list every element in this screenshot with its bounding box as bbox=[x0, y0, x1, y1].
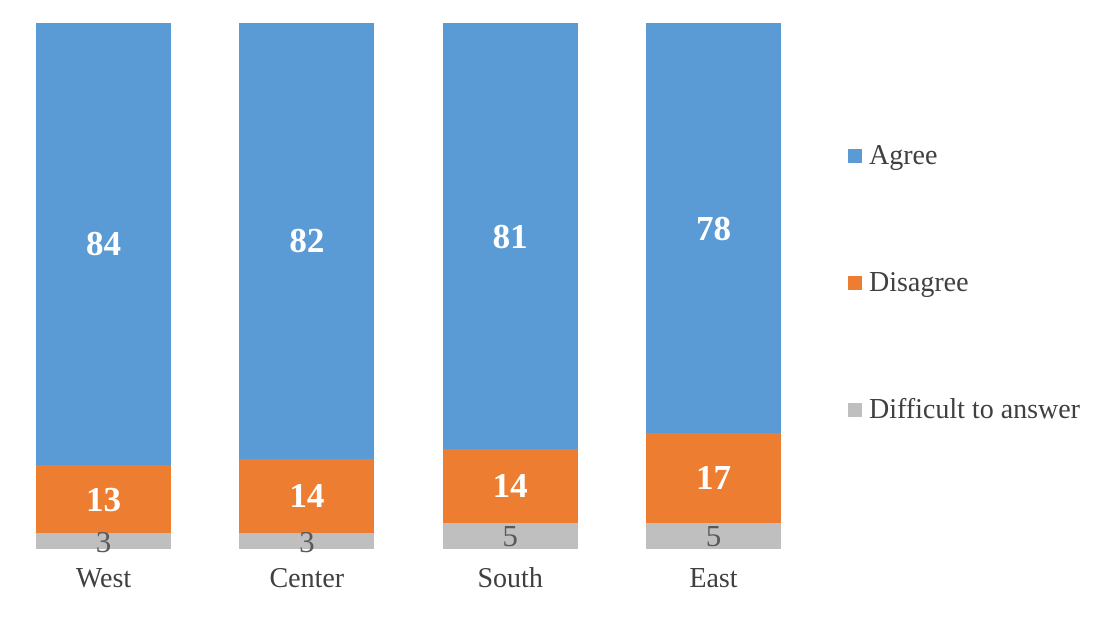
legend-swatch-agree-icon bbox=[848, 149, 862, 163]
legend-swatch-disagree-icon bbox=[848, 276, 862, 290]
segment-south-difficult: 5 bbox=[442, 518, 578, 554]
legend-item-disagree: Disagree bbox=[848, 267, 1080, 298]
category-label-east: East bbox=[689, 563, 738, 594]
value-label: 17 bbox=[695, 458, 731, 498]
value-label: 3 bbox=[95, 523, 112, 559]
bar-east: 78 17 5 bbox=[645, 23, 781, 554]
segment-center-agree: 82 bbox=[239, 23, 375, 459]
bar-south: 81 14 5 bbox=[442, 23, 578, 554]
value-label: 13 bbox=[86, 479, 121, 519]
category-axis: West Center South East bbox=[36, 563, 781, 595]
legend-label-difficult: Difficult to answer bbox=[869, 394, 1080, 425]
value-label: 5 bbox=[705, 518, 722, 554]
category-label-center: Center bbox=[269, 563, 345, 594]
segment-west-agree: 84 bbox=[36, 23, 171, 465]
value-label: 3 bbox=[299, 523, 315, 559]
segment-east-disagree: 17 bbox=[645, 433, 781, 523]
value-label: 81 bbox=[492, 216, 528, 256]
legend-swatch-difficult-icon bbox=[848, 403, 862, 417]
plot-area: 84 13 3 82 14 3 81 14 bbox=[36, 23, 781, 557]
value-label: 14 bbox=[492, 466, 528, 506]
legend: Agree Disagree Difficult to answer bbox=[848, 140, 1080, 425]
legend-label-disagree: Disagree bbox=[869, 267, 969, 298]
value-label: 82 bbox=[289, 221, 325, 261]
segment-east-difficult: 5 bbox=[645, 518, 781, 554]
legend-item-agree: Agree bbox=[848, 140, 1080, 171]
bar-west: 84 13 3 bbox=[36, 23, 171, 557]
bar-center: 82 14 3 bbox=[239, 23, 375, 557]
value-label: 14 bbox=[289, 476, 325, 516]
category-label-west: West bbox=[75, 563, 132, 594]
segment-west-difficult: 3 bbox=[36, 526, 171, 557]
category-label-south: South bbox=[477, 563, 543, 594]
value-label: 84 bbox=[86, 224, 121, 264]
segment-west-disagree: 13 bbox=[36, 464, 171, 534]
value-label: 5 bbox=[502, 518, 518, 554]
segment-south-disagree: 14 bbox=[442, 449, 578, 523]
legend-label-agree: Agree bbox=[869, 140, 938, 171]
value-label: 78 bbox=[695, 208, 731, 248]
legend-item-difficult: Difficult to answer bbox=[848, 394, 1080, 425]
segment-center-difficult: 3 bbox=[239, 526, 375, 557]
segment-center-disagree: 14 bbox=[239, 458, 375, 534]
segment-south-agree: 81 bbox=[442, 23, 578, 450]
segment-east-agree: 78 bbox=[645, 23, 781, 434]
